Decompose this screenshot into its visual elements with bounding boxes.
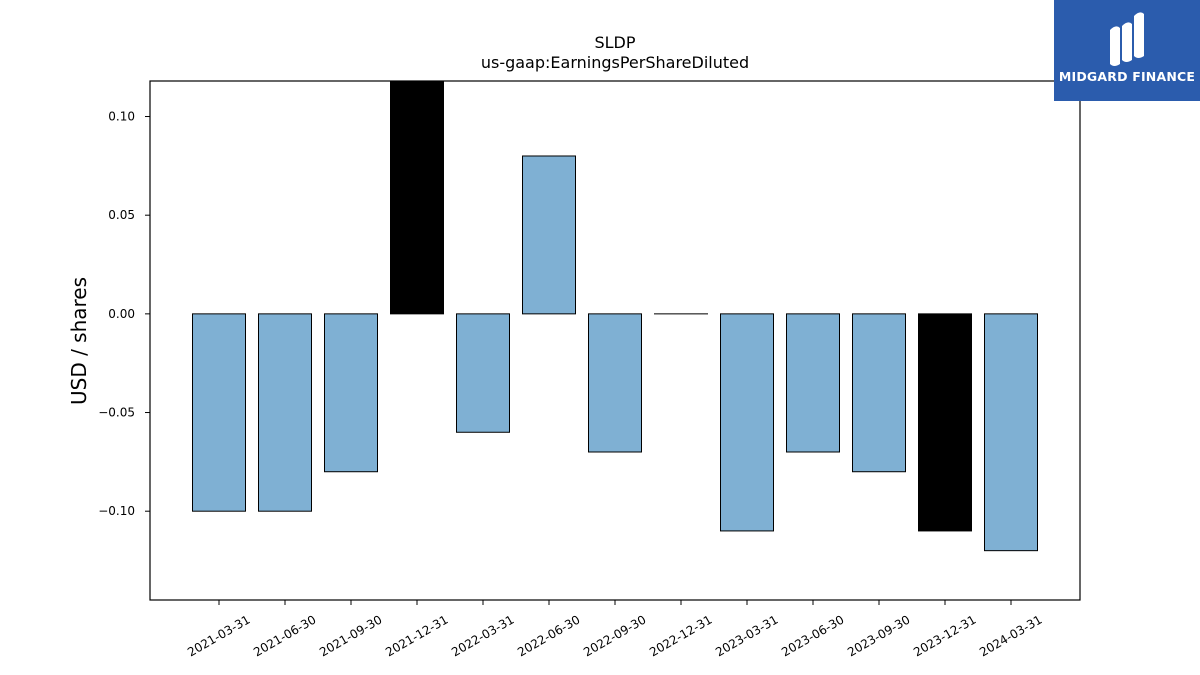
x-tick-label: 2021-12-31 [383,612,450,659]
bar-2022-09-30 [588,313,642,453]
bar-2022-06-30 [522,155,576,315]
x-tick-label: 2023-06-30 [779,612,846,659]
brand-logo: MIDGARD FINANCE [1054,0,1200,101]
y-tick-label: 0.10 [108,110,135,124]
bar-2021-06-30 [258,313,312,512]
x-tick-label: 2022-06-30 [515,612,582,659]
bar-2023-12-31 [918,313,972,532]
midgard-logo-icon [1110,12,1144,66]
x-tick-label: 2021-06-30 [251,612,318,659]
logo-text: MIDGARD FINANCE [1058,69,1196,84]
bar-2021-12-31 [390,81,444,315]
x-tick-label: 2022-09-30 [581,612,648,659]
bar-2023-03-31 [720,313,774,532]
y-tick-label: −0.10 [98,504,135,518]
x-tick-label: 2023-09-30 [845,612,912,659]
bar-2023-06-30 [786,313,840,453]
bar-2024-03-31 [984,313,1038,552]
x-tick-label: 2023-12-31 [911,612,978,659]
chart-title: SLDP [594,33,635,52]
y-tick-label: 0.05 [108,208,135,222]
x-tick-label: 2022-03-31 [449,612,516,659]
x-tick-label: 2021-03-31 [185,612,252,659]
y-tick-label: −0.05 [98,406,135,420]
bar-2021-03-31 [192,313,246,512]
bar-2021-09-30 [324,313,378,473]
x-tick-label: 2021-09-30 [317,612,384,659]
x-tick-label: 2023-03-31 [713,612,780,659]
chart-subtitle: us-gaap:EarningsPerShareDiluted [481,53,749,72]
x-tick-label: 2024-03-31 [977,612,1044,659]
plot-area [192,81,1038,552]
y-tick-label: 0.00 [108,307,135,321]
y-axis-label: USD / shares [67,277,91,405]
bar-2022-03-31 [456,313,510,433]
x-tick-label: 2022-12-31 [647,612,714,659]
bar-2023-09-30 [852,313,906,473]
